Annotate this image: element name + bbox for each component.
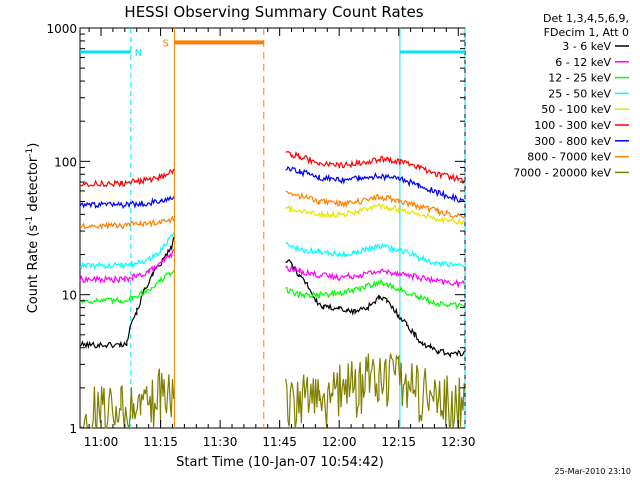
x-tick-label: 11:30 (203, 435, 238, 449)
y-axis-label-end: ) (26, 143, 41, 148)
x-tick-label: 11:00 (84, 435, 119, 449)
series-line (285, 353, 465, 429)
series-line (285, 263, 465, 289)
night-label: N (135, 48, 142, 59)
x-tick-label: 12:15 (381, 435, 416, 449)
x-tick-label: 12:30 (441, 435, 476, 449)
series-line (79, 270, 175, 305)
y-tick-label: 1 (69, 422, 77, 436)
y-tick-label: 1000 (46, 22, 77, 36)
series-line (285, 258, 465, 359)
y-axis-label-mid: detector (26, 156, 41, 216)
series-line (79, 168, 175, 188)
x-axis-label: Start Time (10-Jan-07 10:54:42) (176, 455, 384, 470)
series-line (285, 278, 465, 310)
saa-label: S (162, 38, 168, 49)
series-line (285, 202, 465, 226)
plot-timestamp: 25-Mar-2010 23:10 (555, 467, 632, 476)
legend-entry: 50 - 100 keV (541, 103, 611, 116)
legend-header: Det 1,3,4,5,6,9, (543, 12, 629, 25)
series-line (285, 190, 465, 219)
legend-entry: 25 - 50 keV (548, 87, 611, 100)
x-tick-label: 12:00 (322, 435, 357, 449)
y-axis-label-sup2: -1 (25, 148, 35, 157)
series-line (285, 242, 465, 268)
series-line (285, 166, 465, 203)
x-tick-label: 11:45 (262, 435, 297, 449)
legend-entry: 7000 - 20000 keV (513, 166, 611, 179)
series-line (79, 248, 175, 284)
legend-entry: 300 - 800 keV (534, 135, 611, 148)
series-line (79, 195, 175, 209)
legend-entry: 12 - 25 keV (548, 72, 611, 85)
legend-entry: 6 - 12 keV (555, 56, 611, 69)
series-line (79, 215, 175, 231)
legend-header: FDecim 1, Att 0 (544, 26, 629, 39)
legend-entry: 800 - 7000 keV (527, 151, 611, 164)
x-tick-label: 11:15 (143, 435, 178, 449)
legend-entry: 3 - 6 keV (562, 40, 611, 53)
chart-title: HESSI Observing Summary Count Rates (124, 3, 423, 21)
legend-entry: 100 - 300 keV (534, 119, 611, 132)
legend: Det 1,3,4,5,6,9,FDecim 1, Att 03 - 6 keV… (513, 12, 629, 179)
series-line (285, 150, 465, 185)
plot-frame (79, 27, 466, 429)
y-axis-label: Count Rate (s-1 detector-1) (25, 143, 41, 314)
y-tick-label: 10 (62, 289, 77, 303)
series-line (79, 232, 175, 270)
series-line (79, 236, 175, 350)
y-axis-label-sup1: -1 (25, 216, 35, 225)
y-axis-label-main: Count Rate (s (26, 225, 41, 314)
series-line (79, 368, 175, 431)
y-tick-label: 100 (54, 155, 77, 169)
